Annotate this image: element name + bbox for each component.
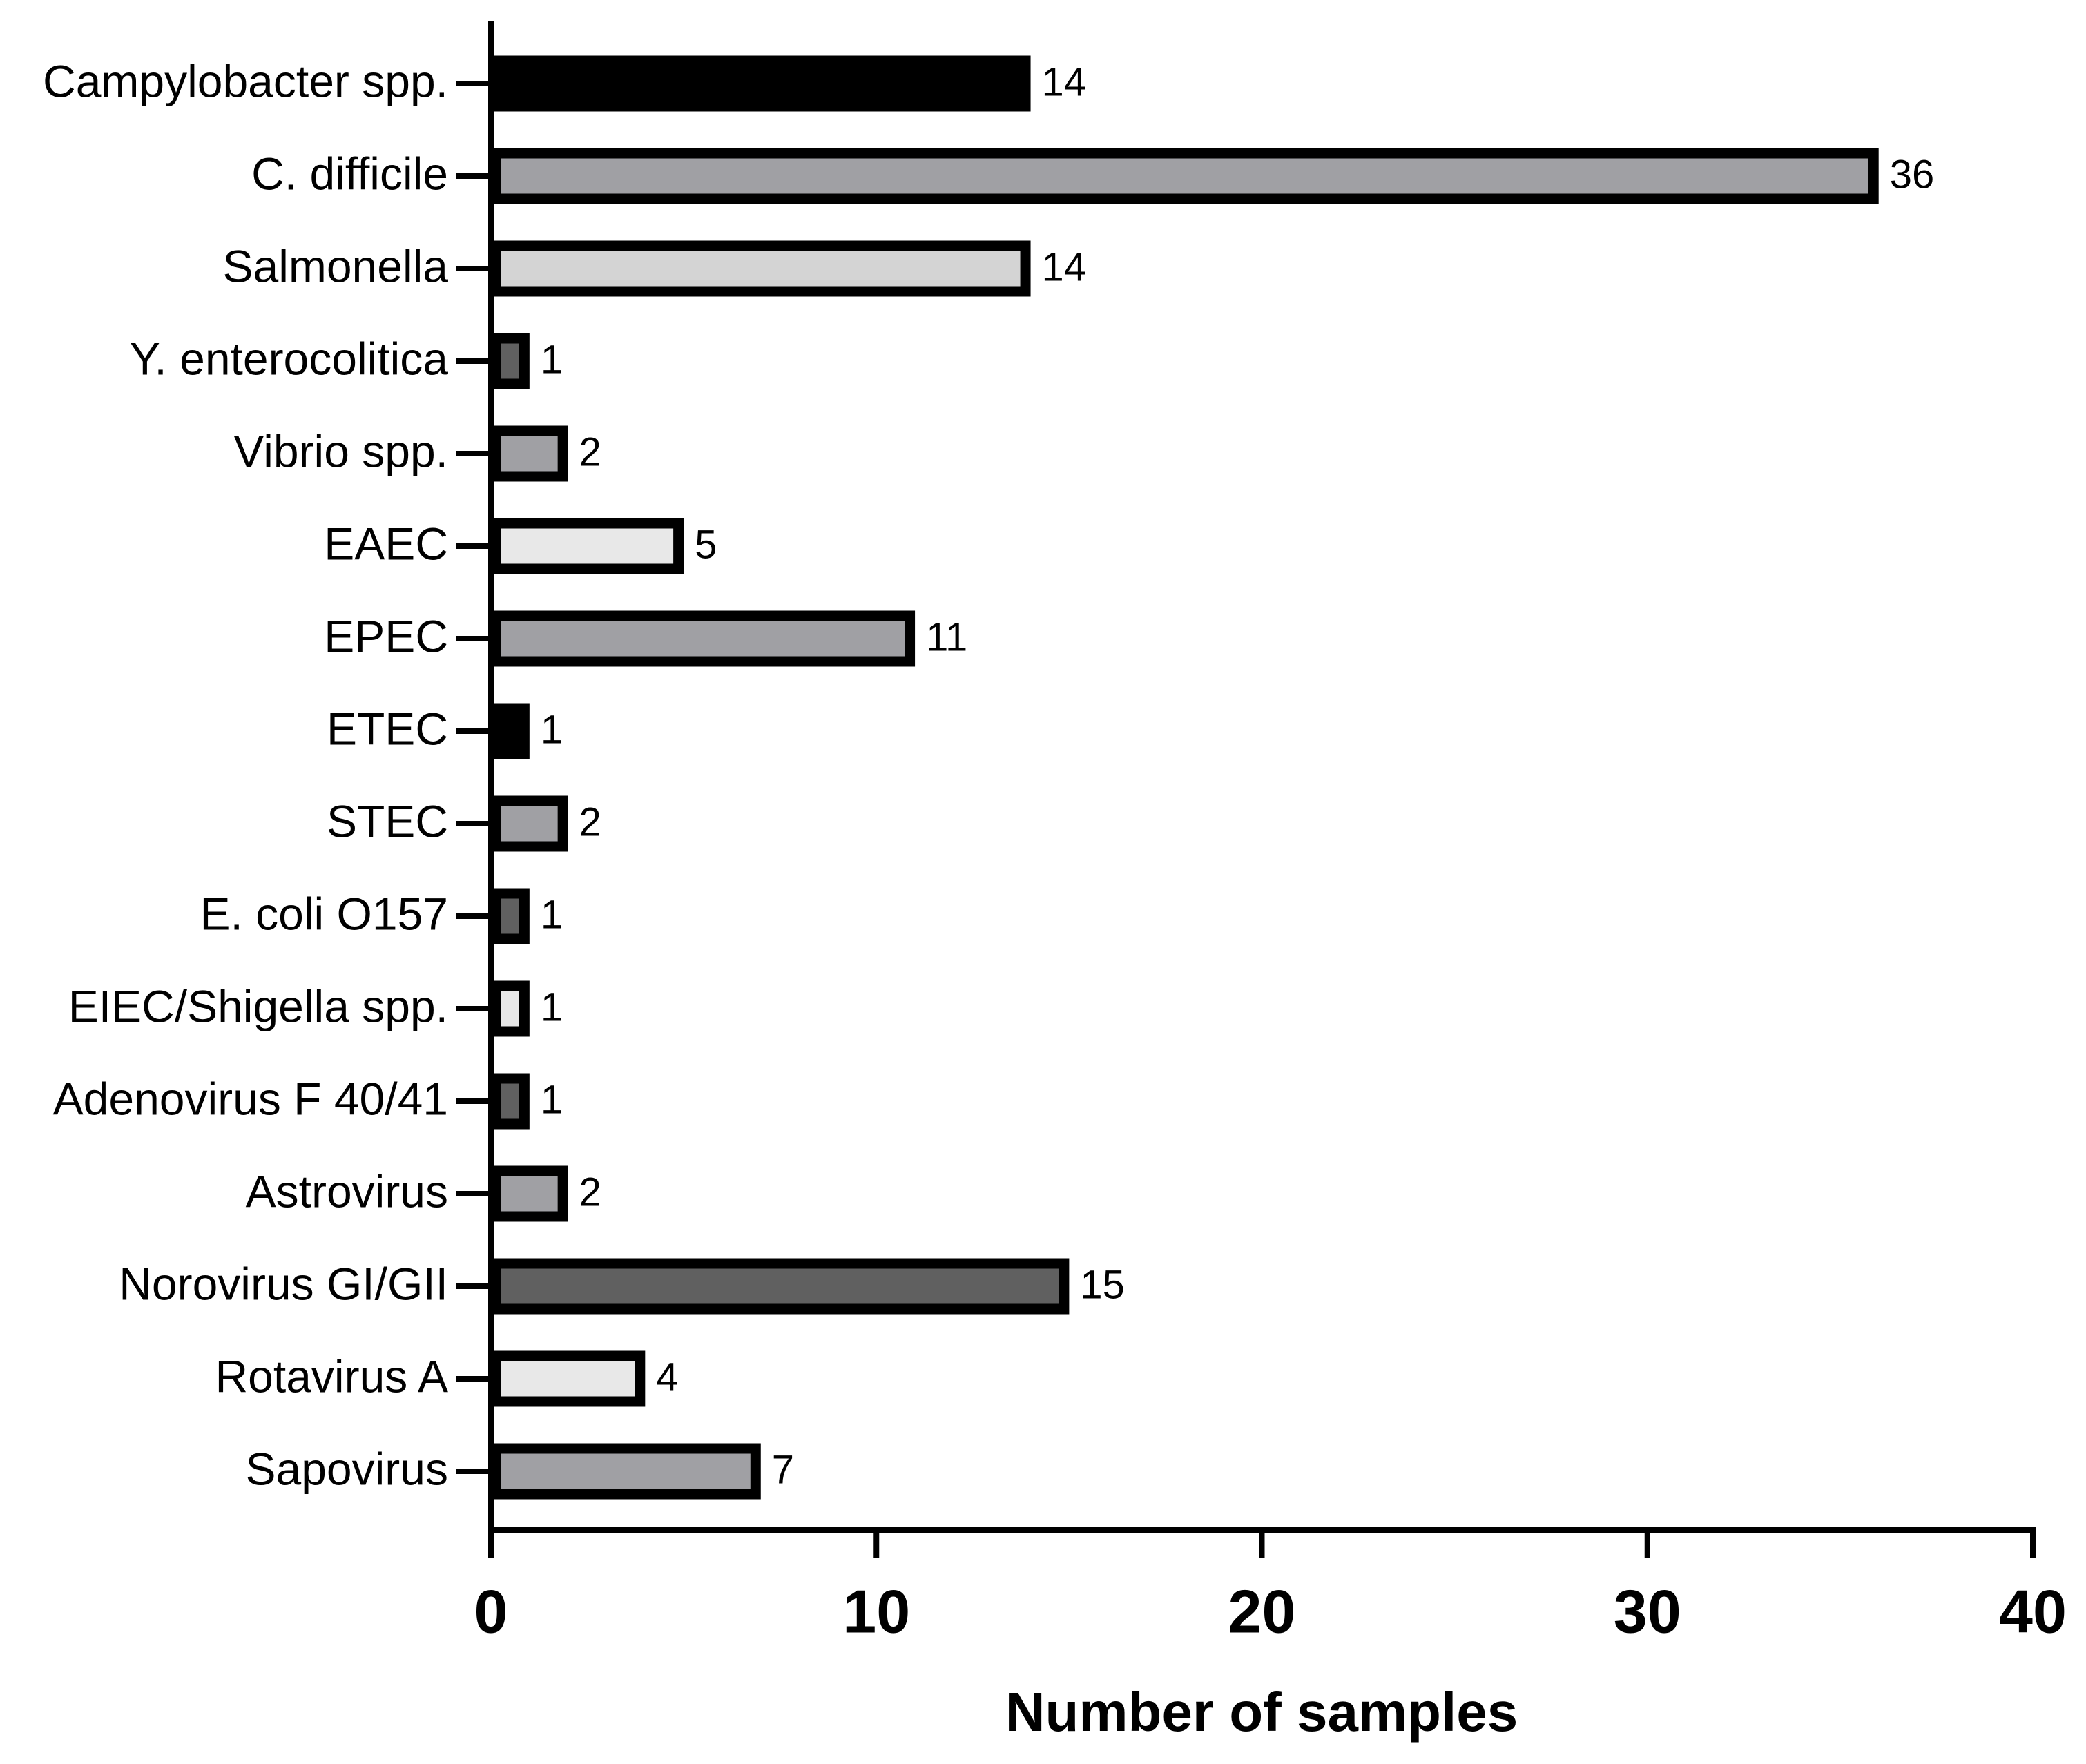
y-tick-label: Salmonella — [222, 240, 448, 291]
value-label: 7 — [772, 1447, 794, 1492]
value-label: 14 — [1042, 244, 1087, 289]
value-label: 15 — [1080, 1262, 1125, 1307]
y-tick-label: EPEC — [324, 610, 448, 661]
y-tick-label: E. coli O157 — [200, 888, 448, 939]
value-label: 1 — [541, 892, 563, 937]
bar — [491, 888, 530, 944]
value-label: 1 — [541, 985, 563, 1029]
bar — [491, 1165, 568, 1222]
value-label: 11 — [926, 614, 967, 659]
bar — [491, 1258, 1070, 1315]
y-tick-label: Rotavirus A — [215, 1350, 448, 1402]
y-tick-label: Astrovirus — [246, 1165, 448, 1217]
y-tick-label: STEC — [327, 795, 448, 846]
y-tick-label: Campylobacter spp. — [43, 55, 448, 106]
bar — [491, 148, 1879, 204]
bar — [491, 425, 568, 482]
y-tick-label: Y. enterocolitica — [130, 333, 448, 384]
value-label: 2 — [579, 1170, 601, 1214]
y-tick-label: Norovirus GI/GII — [119, 1258, 448, 1309]
bar — [491, 795, 568, 852]
value-label: 1 — [541, 337, 563, 382]
bar — [491, 1073, 530, 1130]
x-axis-title: Number of samples — [1005, 1681, 1518, 1743]
x-tick-label: 10 — [842, 1577, 910, 1645]
value-label: 2 — [579, 799, 601, 844]
bar — [491, 1350, 646, 1407]
value-label: 36 — [1890, 152, 1935, 197]
y-tick-label: Sapovirus — [246, 1443, 449, 1494]
value-label: 2 — [579, 429, 601, 474]
y-tick-label: EAEC — [324, 518, 448, 569]
y-tick-label: ETEC — [327, 703, 448, 754]
y-tick-label: C. difficile — [251, 148, 448, 199]
bar — [491, 610, 916, 667]
bar — [491, 240, 1031, 297]
bar — [491, 518, 684, 574]
y-tick-label: Vibrio spp. — [233, 425, 448, 476]
y-tick-label: EIEC/Shigella spp. — [68, 980, 448, 1031]
bar — [491, 980, 530, 1037]
x-tick-label: 0 — [474, 1577, 508, 1645]
x-tick-label: 30 — [1614, 1577, 1681, 1645]
value-label: 1 — [541, 707, 563, 752]
x-tick-label: 20 — [1228, 1577, 1296, 1645]
bar — [491, 333, 530, 389]
x-tick-label: 40 — [1999, 1577, 2067, 1645]
bar — [491, 703, 530, 759]
y-tick-label: Adenovirus F 40/41 — [53, 1073, 448, 1124]
value-label: 1 — [541, 1077, 563, 1122]
bar — [491, 1443, 761, 1500]
bar — [491, 55, 1031, 112]
value-label: 14 — [1042, 59, 1087, 104]
value-label: 5 — [695, 522, 717, 567]
value-label: 4 — [656, 1355, 678, 1399]
